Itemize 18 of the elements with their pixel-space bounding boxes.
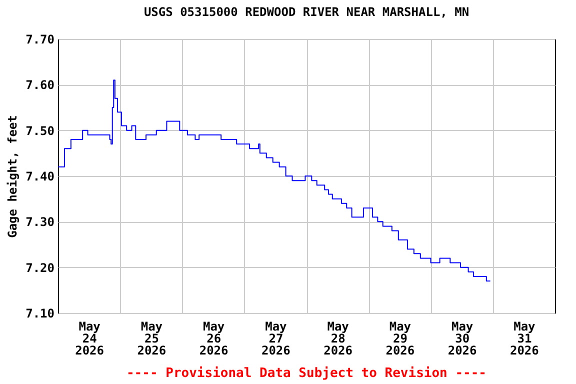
x-tick-label: May 30 2026 <box>448 320 477 358</box>
x-tick-label: May 31 2026 <box>510 320 539 358</box>
y-tick-label: 7.10 <box>26 306 54 320</box>
y-axis-title: Gage height, feet <box>6 115 20 238</box>
y-tick-label: 7.40 <box>26 170 54 184</box>
y-tick-label: 7.70 <box>26 32 54 46</box>
x-tick-label: May 25 2026 <box>137 320 166 358</box>
y-tick-label: 7.30 <box>26 215 54 230</box>
x-tick-label: May 29 2026 <box>386 320 415 358</box>
x-tick-label: May 28 2026 <box>324 320 353 358</box>
chart-title: USGS 05315000 REDWOOD RIVER NEAR MARSHALL, MN <box>144 5 470 19</box>
text: ---- Provisional Data Subject to Revision ---- <box>125 366 488 381</box>
y-tick-label: 7.50 <box>26 124 54 138</box>
x-tick-label: May 27 2026 <box>261 320 290 358</box>
x-tick-label: May 24 2026 <box>75 320 104 358</box>
y-tick-label: 7.20 <box>26 260 54 275</box>
x-tick-label: May 26 2026 <box>199 320 228 358</box>
y-tick-label: 7.60 <box>26 78 54 92</box>
